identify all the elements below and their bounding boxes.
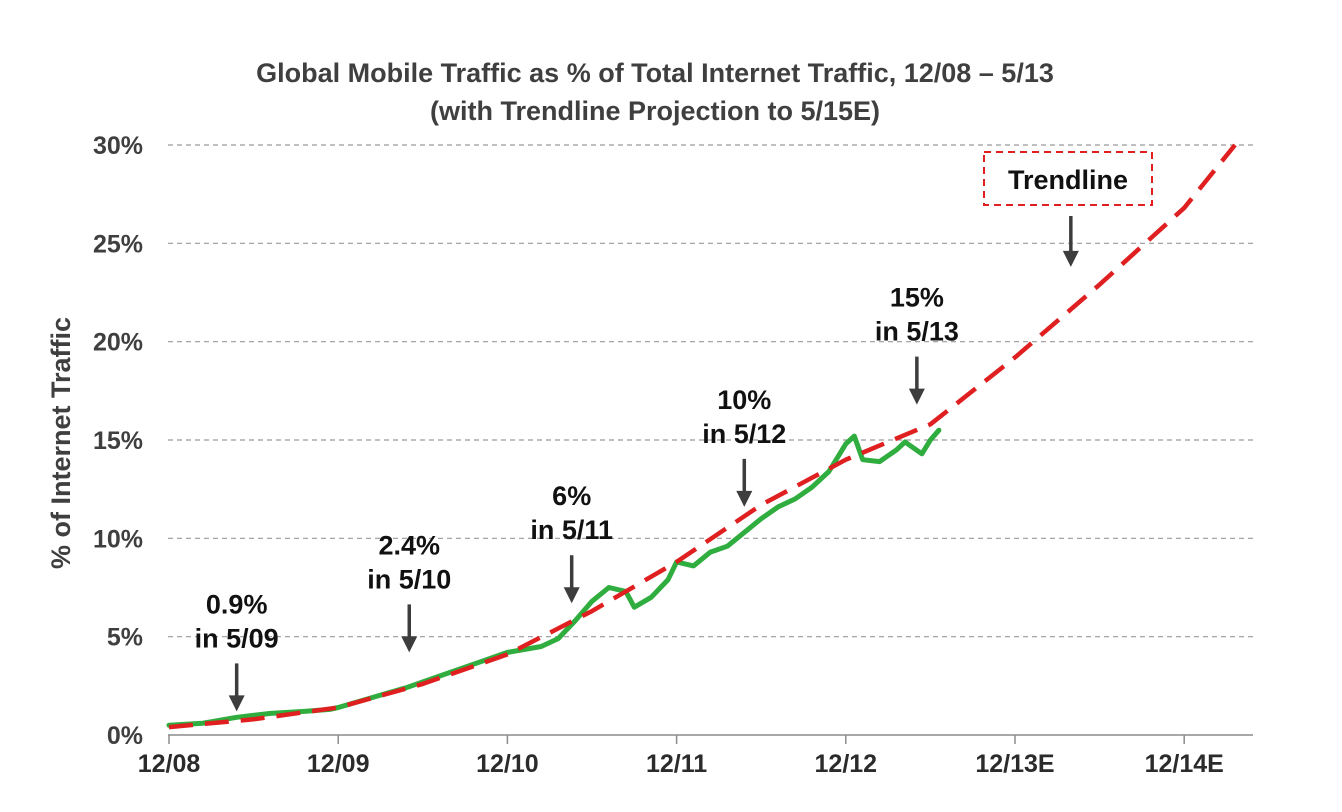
annotation-value: 6% (552, 481, 591, 511)
x-tick-label: 12/14E (1145, 750, 1224, 778)
trendline-arrow (1062, 216, 1079, 267)
trendline-label-text: Trendline (1008, 165, 1128, 195)
arrow-head (401, 636, 418, 653)
y-tick-label: 20% (93, 329, 143, 357)
trendline-arrow-shape (1062, 216, 1079, 267)
annotation-date: in 5/12 (702, 419, 786, 449)
series-layer (166, 143, 1237, 730)
y-tick-label: 5% (107, 624, 143, 652)
trendline-series-line (168, 143, 1237, 730)
y-tick-label: 25% (93, 230, 143, 258)
annotation-arrow (401, 604, 418, 653)
annotation: 0.9% in 5/09 (195, 589, 279, 712)
trendline-label-frame (983, 151, 1153, 206)
annotation: 15% in 5/13 (875, 283, 959, 405)
annotation-date: in 5/13 (875, 317, 959, 347)
arrow-head (228, 695, 245, 712)
chart-subtitle-line: (with Trendline Projection to 5/15E) (430, 96, 880, 126)
arrow-head (1062, 250, 1079, 267)
annotation: 2.4% in 5/10 (367, 530, 451, 653)
y-axis-ticks: 0% 5% 10% 15% 20% 25% 30% (93, 132, 143, 750)
x-tick-label: 12/11 (646, 750, 707, 778)
annotation-arrow (736, 458, 753, 507)
x-tick-label: 12/09 (307, 750, 370, 778)
x-axis-ticks: 12/08 12/09 12/10 12/11 12/12 12/13E 12/14E (138, 735, 1224, 778)
chart-title-line: Global Mobile Traffic as % of Total Inte… (256, 58, 1054, 88)
arrow-head (736, 490, 753, 507)
y-tick-label: 15% (93, 427, 143, 455)
arrow-head (563, 587, 580, 604)
x-tick-label: 12/08 (138, 750, 201, 778)
y-tick-label: 0% (107, 722, 143, 750)
annotation-arrow (908, 356, 925, 405)
x-tick-label: 12/10 (476, 750, 539, 778)
annotation-date: in 5/11 (530, 515, 613, 545)
annotation: 6% in 5/11 (530, 481, 613, 604)
annotations-layer: 0.9% in 5/09 2.4% in 5/10 6% in 5/11 10% in 5/1… (195, 283, 959, 712)
annotation-arrow (228, 663, 245, 712)
annotation-date: in 5/10 (367, 564, 451, 594)
mobile-traffic-series-line (166, 427, 942, 728)
trendline-label-box: Trendline (983, 151, 1153, 267)
annotation-date: in 5/09 (195, 623, 279, 653)
annotation-arrow (563, 555, 580, 604)
x-tick-label: 12/13E (975, 750, 1054, 778)
y-axis-label: % of Internet Traffic (46, 317, 76, 569)
arrow-head (908, 388, 925, 405)
annotation-value: 0.9% (206, 589, 268, 619)
gridlines (168, 144, 1253, 638)
x-tick-label: 12/12 (815, 750, 878, 778)
annotation-value: 2.4% (378, 530, 440, 560)
annotation-value: 10% (717, 385, 771, 415)
chart-title: Global Mobile Traffic as % of Total Inte… (256, 58, 1054, 126)
annotation: 10% in 5/12 (702, 385, 786, 507)
y-tick-label: 10% (93, 525, 143, 553)
y-tick-label: 30% (93, 132, 143, 160)
annotation-value: 15% (890, 283, 944, 313)
